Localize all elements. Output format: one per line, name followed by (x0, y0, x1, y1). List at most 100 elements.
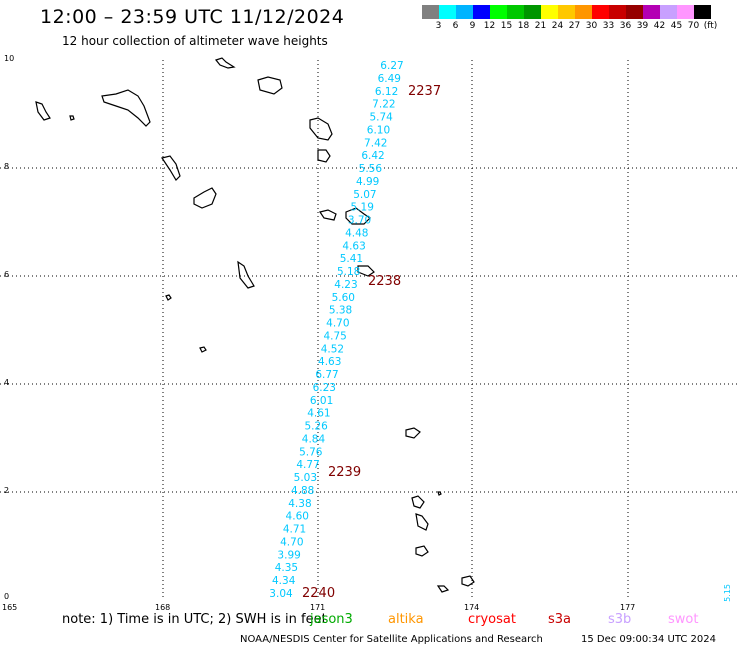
island (165, 294, 172, 301)
scale-swatch (422, 5, 439, 19)
scale-swatch (541, 5, 558, 19)
wave-height-value: 6.42 (361, 150, 384, 162)
scale-swatch (694, 5, 711, 19)
wave-height-value: 6.77 (315, 369, 338, 381)
mission-label-jason3: jason3 (310, 612, 353, 627)
altimeter-track: 6.276.496.127.225.746.107.426.425.564.99… (269, 60, 732, 602)
wave-height-value: 5.18 (337, 266, 360, 278)
island (69, 115, 75, 121)
wave-height-value: 4.61 (307, 408, 330, 420)
scale-label: 18 (517, 21, 530, 31)
scale-swatch (473, 5, 490, 19)
wave-height-value: 6.12 (375, 86, 398, 98)
wave-height-value: 6.23 (313, 382, 336, 394)
wave-height-value: 4.84 (302, 433, 326, 445)
scale-label: 24 (551, 21, 564, 31)
longitude-label: 168 (155, 603, 171, 612)
island (415, 545, 429, 557)
island (101, 89, 151, 127)
map-title: 12:00 – 23:59 UTC 11/12/2024 (40, 6, 345, 28)
island (257, 76, 283, 95)
wave-height-value: 4.34 (272, 575, 296, 587)
scale-swatch (575, 5, 592, 19)
island (405, 427, 421, 439)
footer-note: note: 1) Time is in UTC; 2) SWH is in fe… (62, 612, 327, 627)
island (193, 187, 217, 209)
scale-label: 12 (483, 21, 496, 31)
island (437, 491, 442, 496)
map-subtitle: 12 hour collection of altimeter wave hei… (62, 34, 328, 48)
mission-label-altika: altika (388, 612, 424, 627)
wave-height-value: 4.70 (326, 318, 349, 330)
wave-height-value: 3.99 (277, 549, 300, 561)
island (35, 101, 51, 121)
island (317, 149, 331, 163)
generation-timestamp: 15 Dec 09:00:34 UTC 2024 (581, 634, 716, 645)
mission-label-swot: swot (668, 612, 699, 627)
wave-height-value: 4.71 (283, 524, 306, 536)
island (357, 265, 375, 277)
grid-lines (0, 60, 740, 600)
pass-time-label: 2237 (408, 84, 441, 99)
scale-label: 15 (500, 21, 513, 31)
island (309, 117, 333, 141)
wave-height-value: 5.41 (340, 253, 363, 265)
wave-height-value: 4.70 (280, 536, 303, 548)
scale-label: 30 (585, 21, 598, 31)
scale-label: 42 (653, 21, 666, 31)
scale-label: 45 (670, 21, 683, 31)
island (237, 260, 255, 289)
wave-height-value: 5.26 (304, 421, 328, 433)
wave-height-value: 6.49 (378, 73, 401, 85)
island (319, 209, 337, 221)
longitude-label: 174 (464, 603, 480, 612)
scale-label: (ft) (703, 21, 718, 31)
longitude-label: 165 (2, 603, 18, 612)
wave-height-value: 7.22 (372, 99, 395, 111)
wave-height-value: 4.48 (345, 227, 368, 239)
wave-height-value: 5.03 (294, 472, 317, 484)
wave-height-value: 4.99 (356, 176, 379, 188)
island-outlines (35, 57, 475, 593)
scale-swatch (439, 5, 456, 19)
wave-height-value: 5.38 (329, 305, 352, 317)
wave-height-value: 4.77 (296, 459, 319, 471)
scale-label: 3 (435, 21, 442, 31)
wave-height-value: 6.27 (380, 60, 403, 72)
longitude-label: 171 (310, 603, 326, 612)
wave-height-value: 3.04 (269, 588, 293, 600)
wave-height-value: 5.76 (299, 446, 323, 458)
scale-label: 36 (619, 21, 632, 31)
island (345, 207, 371, 225)
island (461, 575, 475, 587)
time-labels: 2237 2238 2239 2240 (302, 84, 441, 601)
wave-height-value: 6.10 (367, 124, 390, 136)
wave-height-value: 4.63 (342, 240, 365, 252)
scale-swatch (592, 5, 609, 19)
wave-height-value: 5.19 (351, 202, 374, 214)
mission-label-cryosat: cryosat (468, 612, 516, 627)
scale-label: 6 (452, 21, 459, 31)
wave-height-value: 5.07 (353, 189, 376, 201)
scale-label: 27 (568, 21, 581, 31)
scale-swatch (626, 5, 643, 19)
color-scale (422, 5, 711, 19)
scale-swatch (609, 5, 626, 19)
pass-time-label: 2239 (328, 465, 361, 480)
scale-label: 70 (687, 21, 700, 31)
scale-swatch (677, 5, 694, 19)
scale-swatch (558, 5, 575, 19)
latitude-label: 6 (4, 270, 10, 279)
wave-height-value: 5.60 (332, 292, 355, 304)
scale-label: 39 (636, 21, 649, 31)
latitude-label: 10 (4, 54, 15, 63)
scale-swatch (524, 5, 541, 19)
pass-time-label: 2240 (302, 586, 335, 601)
wave-height-value: 4.63 (318, 356, 341, 368)
latitude-label: 8 (4, 162, 10, 171)
wave-height-value: 4.52 (321, 343, 344, 355)
wave-height-value: 4.88 (291, 485, 314, 497)
island (415, 513, 429, 531)
wave-height-value: 4.75 (323, 330, 346, 342)
